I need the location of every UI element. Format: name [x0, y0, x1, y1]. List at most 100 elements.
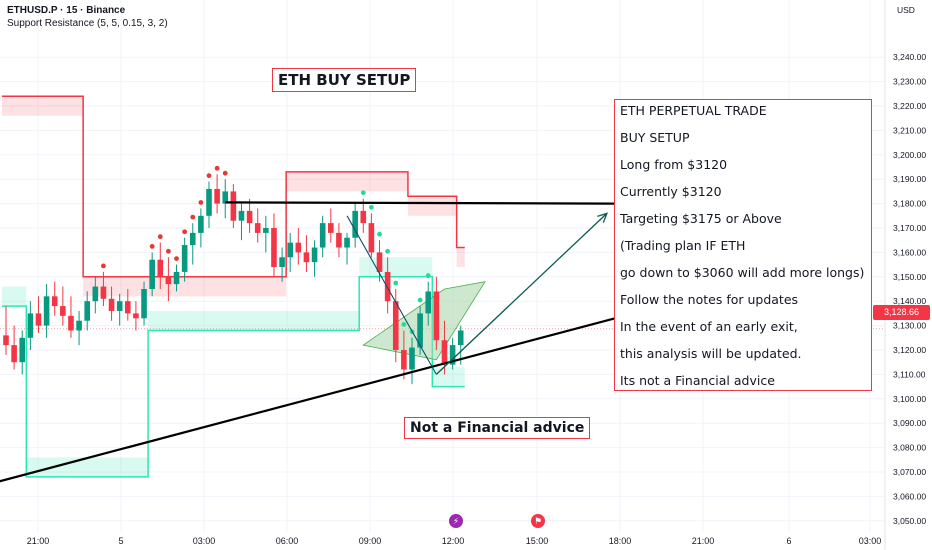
y-tick-label: 3,090.00	[893, 418, 926, 428]
pivot-low-dot	[360, 190, 366, 196]
pivot-high-dot	[182, 229, 188, 235]
candle-body	[303, 252, 310, 263]
y-tick-label: 3,120.00	[893, 345, 926, 355]
candle-body	[433, 291, 440, 341]
note-line: BUY SETUP	[620, 130, 690, 145]
note-line: Targeting $3175 or Above	[620, 211, 782, 226]
pivot-high-dot	[222, 170, 228, 176]
candle-body	[295, 242, 302, 253]
x-tick-label: 21:00	[692, 536, 715, 546]
candle-body	[133, 313, 139, 319]
candle-body	[279, 257, 285, 268]
candle-body	[352, 210, 358, 238]
candle-body	[254, 223, 261, 233]
y-tick-label: 3,160.00	[893, 247, 926, 257]
target-arrow-line	[435, 212, 608, 375]
candle-body	[392, 301, 399, 350]
candle-body	[157, 259, 164, 277]
y-tick-label: 3,140.00	[893, 296, 926, 306]
candle-body	[344, 237, 350, 248]
y-tick-label: 3,190.00	[893, 174, 926, 184]
y-tick-label: 3,180.00	[893, 199, 926, 209]
pivot-low-dot	[377, 231, 382, 237]
y-tick-label: 3,210.00	[893, 125, 926, 135]
candle-body	[198, 215, 204, 233]
candle-body	[457, 330, 464, 346]
note-line: go down to $3060 will add more longs)	[620, 265, 865, 280]
candle-body	[319, 223, 326, 248]
y-tick-label: 3,200.00	[893, 150, 926, 160]
pivot-high-dot	[149, 244, 155, 249]
channel-rectangle	[362, 281, 486, 361]
support-zone	[1, 257, 465, 477]
note-line: Its not a Financial advice	[620, 373, 775, 388]
note-line: this analysis will be updated.	[620, 346, 802, 361]
candle-body	[173, 271, 180, 285]
pivot-high-dot	[101, 263, 106, 269]
candle-body	[11, 345, 17, 363]
note-line: Long from $3120	[620, 157, 728, 172]
candle-body	[84, 301, 90, 321]
pivot-high-dot	[206, 173, 212, 179]
x-tick-label: 06:00	[276, 536, 299, 546]
candle-body	[206, 188, 212, 216]
y-tick-label: 3,070.00	[893, 467, 926, 477]
y-tick-label: 3,220.00	[893, 101, 926, 111]
candle-body	[230, 191, 237, 221]
candle-body	[92, 286, 99, 302]
y-tick-label: 3,240.00	[893, 52, 926, 62]
pivot-high-dot	[214, 165, 220, 171]
symbol-info[interactable]: ETHUSD.P · 15 · Binance	[7, 5, 126, 16]
setup-title: ETH BUY SETUP	[272, 68, 417, 92]
candle-body	[441, 340, 448, 365]
pivot-low-dot	[393, 280, 399, 286]
pivot-low-dot	[425, 273, 431, 279]
y-tick-label: 3,060.00	[893, 491, 926, 501]
x-tick-label: 5	[118, 536, 123, 546]
current-price-tag: 3,128.66	[873, 305, 930, 320]
candle-body	[100, 286, 107, 299]
y-tick-label: 3,130.00	[893, 321, 926, 331]
candle-body	[43, 296, 50, 326]
candle-body	[141, 289, 147, 319]
y-tick-label: 3,080.00	[893, 443, 926, 453]
x-tick-label: 09:00	[359, 536, 382, 546]
candle-body	[76, 320, 82, 331]
candle-body	[449, 345, 456, 365]
note-line: In the event of an early exit,	[620, 319, 798, 334]
note-line: ETH PERPETUAL TRADE	[620, 103, 767, 118]
candle-body	[35, 313, 42, 326]
candle-body	[384, 271, 391, 302]
candle-body	[425, 291, 432, 314]
candle-body	[246, 210, 253, 224]
candle-body	[3, 335, 9, 346]
x-tick-label: 21:00	[27, 536, 50, 546]
candle-body	[116, 301, 123, 311]
x-tick-label: 18:00	[609, 536, 632, 546]
pivot-low-dot	[385, 248, 391, 254]
pivot-low-dot	[417, 297, 423, 303]
y-tick-label: 3,100.00	[893, 394, 926, 404]
candle-body	[149, 259, 155, 289]
indicator-legend[interactable]: Support Resistance (5, 5, 0.15, 3, 2)	[7, 18, 168, 29]
candle-body	[51, 296, 58, 307]
candle-body	[376, 252, 383, 272]
candle-body	[328, 223, 334, 233]
disclaimer-box: Not a Financial advice	[404, 417, 591, 439]
candle-body	[60, 306, 66, 316]
us-flag-icon[interactable]: ⚑	[531, 514, 545, 528]
candle-body	[181, 245, 188, 272]
pivot-high-dot	[190, 214, 196, 220]
x-tick-label: 03:00	[193, 536, 216, 546]
candle-body	[125, 301, 131, 314]
candle-body	[19, 337, 26, 363]
pivot-high-dot	[166, 248, 171, 254]
lightning-icon[interactable]: ⚡	[449, 514, 463, 528]
candle-body	[165, 276, 172, 285]
candle-body	[417, 313, 423, 348]
y-tick-label: 3,150.00	[893, 272, 926, 282]
candle-body	[409, 347, 415, 370]
y-tick-label: 3,170.00	[893, 223, 926, 233]
x-tick-label: 6	[786, 536, 791, 546]
